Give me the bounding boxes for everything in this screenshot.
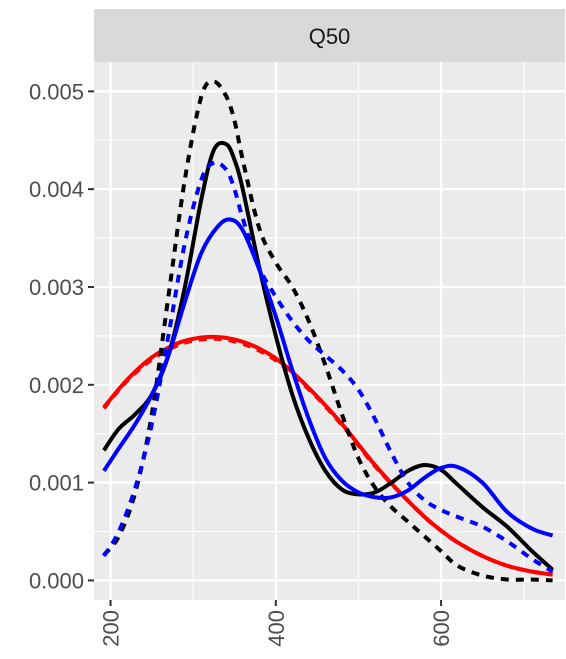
y-tick-label: 0.002 [29,373,84,398]
x-tick-label: 200 [99,610,124,647]
major-gridlines [94,62,565,600]
y-tick-label: 0.003 [29,275,84,300]
strip-background [94,9,565,62]
y-tick-label: 0.001 [29,471,84,496]
x-tick-label: 600 [429,610,454,647]
series-line-4 [102,79,553,583]
series-line-2 [102,336,553,577]
y-tick-label: 0.004 [29,177,84,202]
series-line-5 [102,217,554,538]
y-tick-label: 0.005 [29,79,84,104]
y-axis: 0.000 0.001 0.002 0.003 0.004 0.005 [29,79,94,593]
y-tick-label: 0.000 [29,568,84,593]
plot-panel [94,62,565,600]
x-tick-label: 400 [264,610,289,647]
x-axis: 200 400 600 [99,600,454,647]
series-line-6 [102,160,554,574]
facet-strip-label: Q50 [309,24,351,49]
series-layer [102,79,554,583]
